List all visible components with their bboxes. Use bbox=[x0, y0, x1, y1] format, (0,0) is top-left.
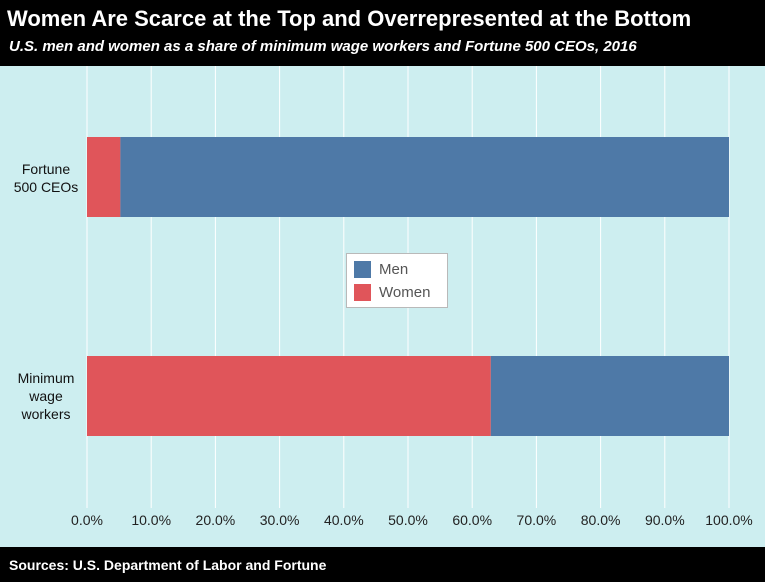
category-label-fortune-500-ceos: Fortune 500 CEOs bbox=[13, 161, 79, 195]
legend: Men Women bbox=[346, 253, 448, 308]
x-tick-label-60: 60.0% bbox=[452, 512, 493, 528]
chart-title: Women Are Scarce at the Top and Overrepr… bbox=[7, 6, 692, 31]
x-tick-label-20: 20.0% bbox=[195, 512, 236, 528]
x-tick-label-90: 90.0% bbox=[644, 512, 685, 528]
x-tick-label-40: 40.0% bbox=[323, 512, 364, 528]
x-tick-label-10: 10.0% bbox=[131, 512, 172, 528]
x-tick-label-80: 80.0% bbox=[580, 512, 621, 528]
legend-swatch-women bbox=[354, 284, 371, 301]
x-tick-label-100: 100.0% bbox=[705, 512, 753, 528]
bar-women-0 bbox=[87, 137, 121, 217]
legend-label-women: Women bbox=[379, 284, 431, 301]
category-label-minimum-wage-workers: Minimum wage workers bbox=[17, 370, 75, 422]
x-tick-label-0: 0.0% bbox=[71, 512, 103, 528]
x-tick-label-50: 50.0% bbox=[388, 512, 428, 528]
chart-footer: Sources: U.S. Department of Labor and Fo… bbox=[0, 547, 765, 582]
legend-swatch-men bbox=[354, 261, 371, 278]
chart-header: Women Are Scarce at the Top and Overrepr… bbox=[0, 0, 765, 66]
x-tick-label-30: 30.0% bbox=[259, 512, 300, 528]
bar-men-1 bbox=[490, 356, 729, 436]
source-note: Sources: U.S. Department of Labor and Fo… bbox=[9, 557, 327, 573]
legend-label-men: Men bbox=[379, 261, 409, 278]
bar-women-1 bbox=[87, 356, 491, 436]
x-tick-label-70: 70.0% bbox=[516, 512, 557, 528]
bar-men-0 bbox=[120, 137, 729, 217]
chart-subtitle: U.S. men and women as a share of minimum… bbox=[9, 38, 637, 55]
